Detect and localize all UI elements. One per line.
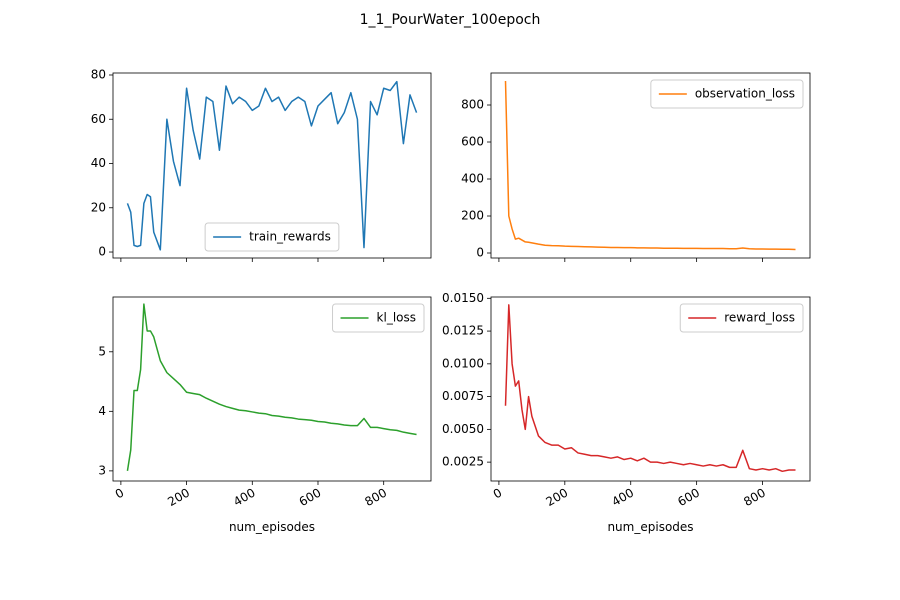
y-tick-label: 0.0050 bbox=[442, 422, 484, 436]
x-tick-label: 400 bbox=[231, 485, 258, 509]
legend: train_rewards bbox=[204, 222, 340, 252]
legend-label: train_rewards bbox=[249, 230, 331, 244]
legend: kl_loss bbox=[332, 303, 425, 333]
legend-label: kl_loss bbox=[377, 311, 416, 325]
legend-frame bbox=[679, 303, 804, 333]
y-tick-label: 0.0100 bbox=[442, 356, 484, 370]
legend-frame bbox=[332, 303, 425, 333]
y-tick-label: 80 bbox=[91, 67, 106, 81]
legend-frame bbox=[204, 222, 340, 252]
y-tick-label: 600 bbox=[461, 135, 484, 149]
x-tick-label: 0 bbox=[491, 485, 505, 501]
x-tick-label: 800 bbox=[362, 485, 389, 509]
y-tick-label: 20 bbox=[91, 200, 106, 214]
y-tick-label: 0.0075 bbox=[442, 389, 484, 403]
legend-frame bbox=[650, 79, 804, 109]
x-tick-label: 600 bbox=[675, 485, 702, 509]
y-tick-label: 0 bbox=[98, 245, 106, 259]
axes-frame bbox=[112, 72, 432, 259]
y-tick-label: 40 bbox=[91, 156, 106, 170]
axes-frame bbox=[490, 72, 811, 259]
data-line bbox=[504, 80, 796, 251]
x-axis-label: num_episodes bbox=[229, 520, 315, 534]
y-tick-label: 400 bbox=[461, 172, 484, 186]
y-tick-label: 200 bbox=[461, 209, 484, 223]
axes-frame bbox=[112, 296, 432, 482]
y-tick-label: 60 bbox=[91, 112, 106, 126]
legend-label: observation_loss bbox=[695, 87, 795, 101]
legend-label: reward_loss bbox=[724, 311, 795, 325]
y-tick-label: 0 bbox=[476, 246, 484, 260]
y-tick-label: 800 bbox=[461, 98, 484, 112]
x-tick-label: 200 bbox=[543, 485, 570, 509]
x-tick-label: 800 bbox=[741, 485, 768, 509]
data-line bbox=[126, 303, 417, 471]
y-tick-label: 0.0150 bbox=[442, 291, 484, 305]
x-tick-label: 200 bbox=[165, 485, 192, 509]
y-tick-label: 4 bbox=[98, 404, 106, 418]
data-line bbox=[126, 80, 418, 251]
y-tick-label: 5 bbox=[98, 344, 106, 358]
y-tick-label: 0.0025 bbox=[442, 455, 484, 469]
x-tick-label: 0 bbox=[113, 485, 127, 501]
legend: reward_loss bbox=[679, 303, 804, 333]
x-tick-label: 600 bbox=[297, 485, 324, 509]
axes-frame bbox=[490, 296, 811, 482]
y-tick-label: 3 bbox=[98, 463, 106, 477]
legend: observation_loss bbox=[650, 79, 804, 109]
x-axis-label: num_episodes bbox=[607, 520, 693, 534]
y-tick-label: 0.0125 bbox=[442, 324, 484, 338]
data-line bbox=[504, 304, 796, 473]
x-tick-label: 400 bbox=[609, 485, 636, 509]
figure-title: 1_1_PourWater_100epoch bbox=[360, 12, 541, 28]
